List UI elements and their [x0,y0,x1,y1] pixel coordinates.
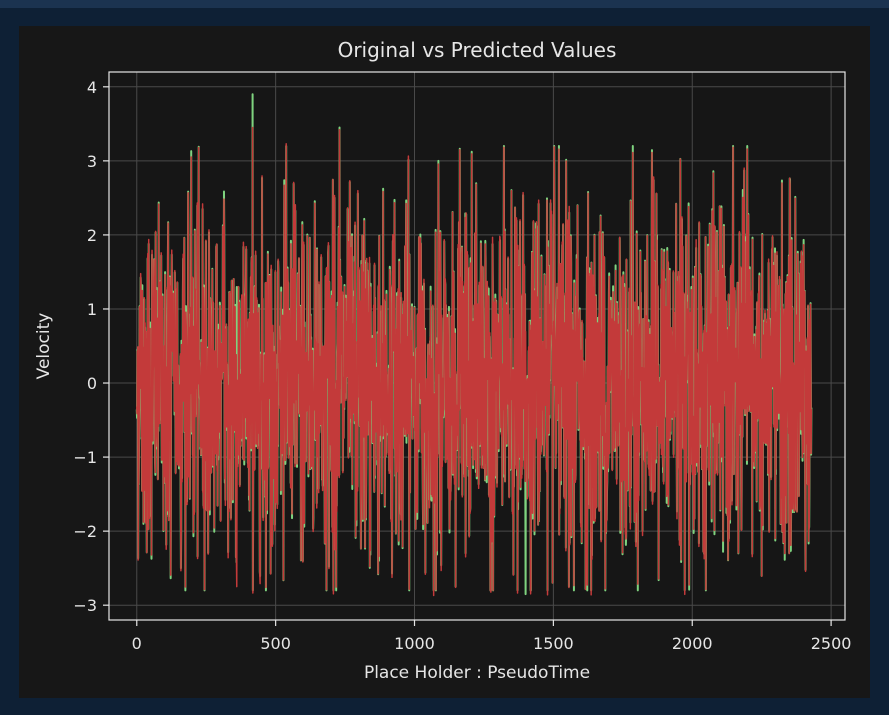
x-tick-label: 0 [132,634,142,653]
plot-frame [108,71,846,621]
window-top-bar [0,0,889,8]
x-tick-label: 500 [260,634,291,653]
y-axis: −3 −2 −1 0 1 2 3 4 [73,78,109,615]
y-tick-label: 4 [87,78,97,97]
y-tick-label: −1 [73,448,97,467]
x-tick-label: 2000 [672,634,713,653]
x-axis: 0 500 1000 1500 2000 2500 [132,620,852,653]
series-predicted [136,126,813,597]
chart-title: Original vs Predicted Values [338,38,617,62]
x-tick-label: 2500 [811,634,852,653]
x-tick-label: 1000 [394,634,435,653]
x-axis-label: Place Holder : PseudoTime [364,663,590,683]
y-tick-label: 1 [87,300,97,319]
predicted-series-line [136,126,813,597]
y-tick-label: 2 [87,226,97,245]
y-tick-label: 3 [87,152,97,171]
y-tick-label: 0 [87,374,97,393]
y-tick-label: −2 [73,522,97,541]
y-tick-label: −3 [73,596,97,615]
y-axis-label: Velocity [34,313,54,380]
x-tick-label: 1500 [533,634,574,653]
